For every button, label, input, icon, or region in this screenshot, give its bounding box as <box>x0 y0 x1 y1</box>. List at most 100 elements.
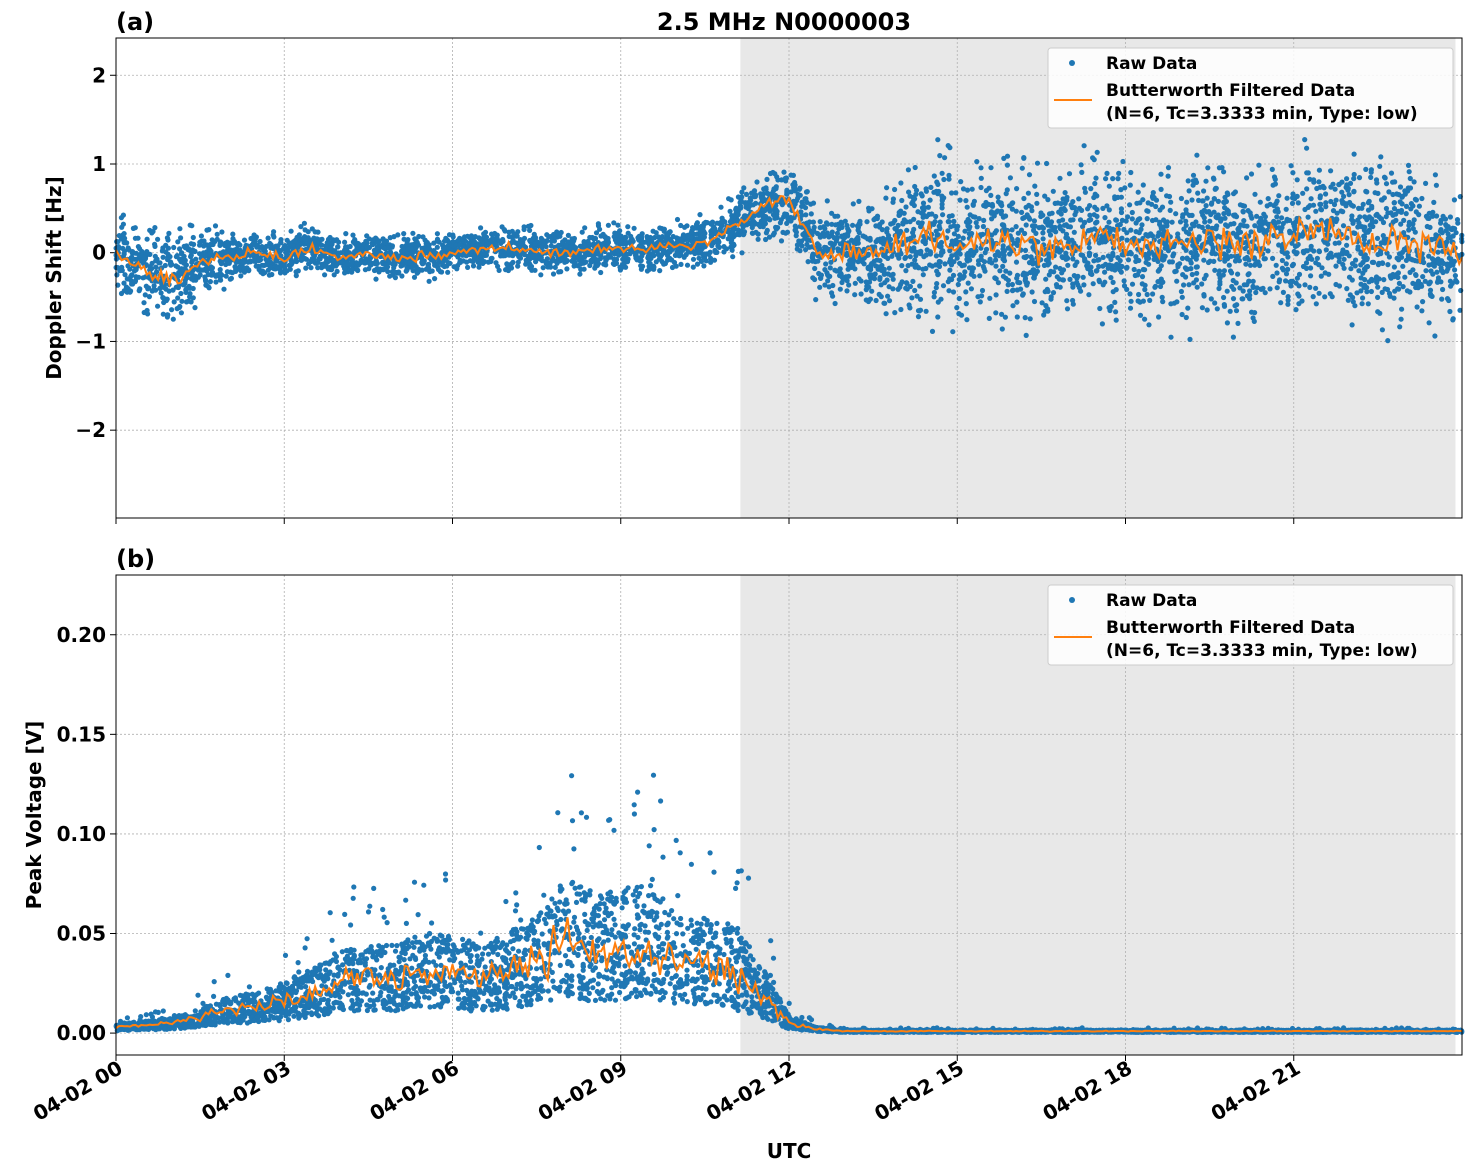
raw-data-point <box>1323 247 1329 253</box>
raw-data-point <box>251 234 257 240</box>
raw-data-point <box>965 250 971 256</box>
raw-data-point <box>1020 291 1026 297</box>
raw-data-point <box>1135 189 1141 195</box>
raw-data-point <box>1137 312 1144 318</box>
raw-data-point <box>1452 273 1458 279</box>
raw-data-point <box>1431 263 1437 269</box>
raw-data-point <box>1330 181 1336 187</box>
raw-data-point <box>1064 194 1070 200</box>
raw-data-point <box>859 259 865 265</box>
raw-data-point <box>1072 262 1078 268</box>
raw-data-point <box>447 260 453 266</box>
raw-data-point <box>462 234 468 240</box>
raw-data-point <box>1057 226 1063 232</box>
raw-data-point <box>866 279 873 285</box>
raw-data-point <box>898 306 904 313</box>
raw-data-point <box>817 234 823 240</box>
raw-data-point <box>684 262 691 268</box>
raw-data-point <box>1227 308 1233 314</box>
raw-data-point <box>1434 269 1440 275</box>
raw-data-point <box>1251 318 1257 324</box>
raw-data-point <box>1440 286 1446 293</box>
panel-label-b: (b) <box>116 545 155 573</box>
raw-data-point <box>1079 207 1085 213</box>
y-tick-label: −2 <box>75 418 106 442</box>
raw-data-point <box>611 261 617 267</box>
raw-data-point <box>1356 268 1362 274</box>
raw-data-point <box>1112 196 1118 202</box>
raw-data-point <box>1221 169 1227 175</box>
raw-data-point <box>1169 219 1175 225</box>
raw-data-point <box>911 245 917 251</box>
raw-data-point <box>910 199 916 205</box>
raw-data-point <box>788 218 794 224</box>
raw-data-point <box>508 261 514 267</box>
raw-data-point <box>217 270 223 276</box>
raw-data-point <box>949 190 955 196</box>
raw-data-point <box>1438 220 1444 226</box>
raw-data-point <box>1201 257 1207 263</box>
raw-data-point <box>293 273 299 279</box>
raw-data-point <box>1199 305 1205 311</box>
raw-data-point <box>995 194 1001 200</box>
raw-data-point <box>1373 274 1380 280</box>
raw-data-point <box>727 208 733 214</box>
raw-data-point <box>1078 162 1084 168</box>
raw-data-point <box>1419 308 1425 314</box>
raw-data-point <box>867 296 874 302</box>
raw-data-point <box>1333 281 1339 288</box>
raw-data-point <box>1407 175 1413 182</box>
raw-data-point <box>894 228 901 235</box>
raw-data-point <box>1359 205 1365 211</box>
raw-data-point <box>533 259 539 265</box>
raw-data-point <box>1423 180 1429 186</box>
raw-data-point <box>1168 334 1174 340</box>
raw-data-point <box>222 242 228 249</box>
raw-data-point <box>960 235 966 241</box>
raw-data-point <box>617 228 623 234</box>
raw-data-point <box>1224 320 1230 326</box>
raw-data-point <box>1129 216 1135 222</box>
raw-data-point <box>1210 175 1217 181</box>
raw-data-point <box>1150 291 1156 297</box>
raw-data-point <box>1133 229 1139 235</box>
raw-data-point <box>1024 280 1030 286</box>
raw-data-point <box>966 223 972 229</box>
raw-data-point <box>721 249 727 255</box>
raw-data-point <box>405 246 411 252</box>
raw-data-point <box>969 186 975 192</box>
raw-data-point <box>904 280 910 286</box>
raw-data-point <box>1021 195 1027 202</box>
raw-data-point <box>1148 249 1154 255</box>
raw-data-point <box>1290 261 1296 267</box>
raw-data-point <box>1208 237 1214 243</box>
raw-data-point <box>1003 268 1009 274</box>
raw-data-point <box>1065 262 1071 268</box>
raw-data-point <box>645 236 651 242</box>
raw-data-point <box>903 285 909 291</box>
raw-data-point <box>1194 270 1200 276</box>
raw-data-point <box>119 267 125 274</box>
raw-data-point <box>1144 208 1150 214</box>
raw-data-point <box>1064 306 1071 312</box>
raw-data-point <box>324 255 330 261</box>
raw-data-point <box>181 260 187 266</box>
raw-data-point <box>465 264 471 270</box>
raw-data-point <box>1205 224 1211 230</box>
raw-data-point <box>839 279 845 286</box>
raw-data-point <box>1161 241 1168 247</box>
raw-data-point <box>1362 214 1368 220</box>
raw-data-point <box>1092 180 1098 187</box>
raw-data-point <box>931 294 937 300</box>
raw-data-point <box>1010 303 1016 309</box>
raw-data-point <box>312 229 318 235</box>
raw-data-point <box>1435 249 1441 255</box>
raw-data-point <box>1059 270 1065 276</box>
raw-data-point <box>1350 299 1356 305</box>
raw-data-point <box>1455 220 1461 226</box>
raw-data-point <box>1201 276 1207 282</box>
raw-data-point <box>1014 299 1020 305</box>
raw-data-point <box>386 245 392 251</box>
raw-data-point <box>565 232 572 238</box>
raw-data-point <box>690 264 696 270</box>
